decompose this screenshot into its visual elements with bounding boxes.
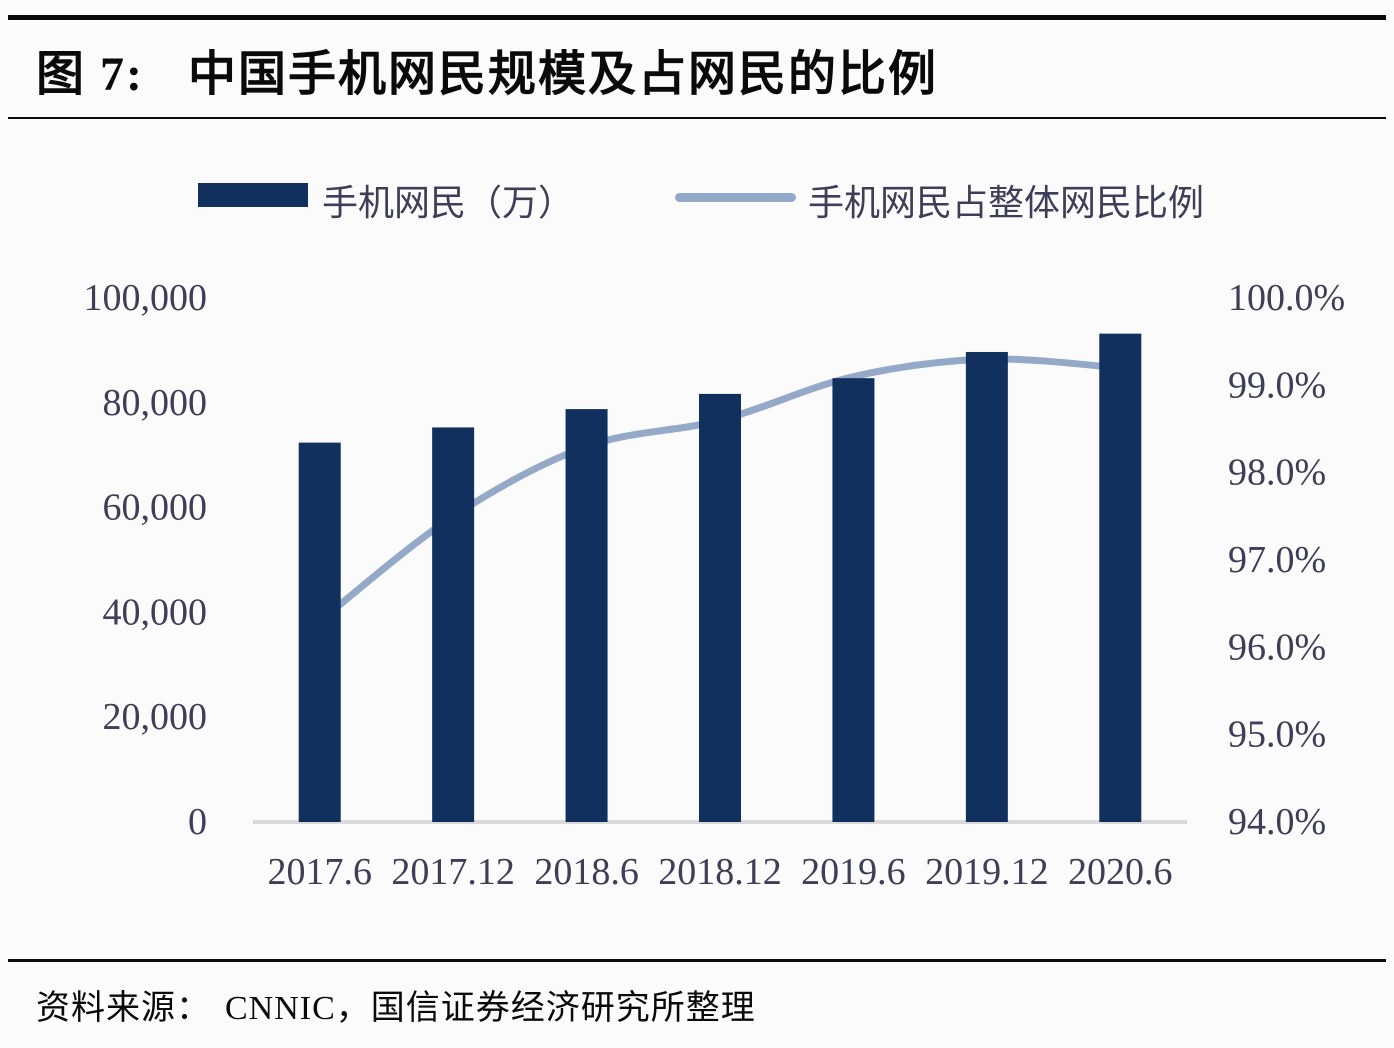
bar-2019.12 — [965, 351, 1008, 822]
legend-bar-swatch — [198, 183, 308, 207]
source-divider-rule — [8, 959, 1386, 962]
source-line: 资料来源： CNNIC，国信证券经济研究所整理 — [36, 980, 756, 1029]
bar-2017.6 — [298, 442, 341, 822]
legend-line-swatch — [675, 193, 796, 202]
right-axis-tick: 97.0% — [1228, 539, 1326, 581]
right-axis-tick: 98.0% — [1228, 452, 1326, 494]
bar-2019.6 — [832, 378, 875, 822]
x-axis-label: 2018.6 — [534, 851, 639, 893]
x-axis-label: 2020.6 — [1068, 851, 1173, 893]
left-axis-tick: 100,000 — [84, 277, 208, 319]
x-axis-label: 2019.6 — [801, 851, 906, 893]
left-axis-tick: 20,000 — [103, 696, 208, 738]
top-rule — [8, 15, 1386, 20]
left-axis-tick: 60,000 — [103, 487, 208, 529]
left-axis-tick: 40,000 — [103, 591, 208, 633]
bar-2020.6 — [1099, 333, 1142, 822]
right-axis-tick: 99.0% — [1228, 364, 1326, 406]
x-axis-label: 2019.12 — [925, 851, 1049, 893]
legend-bar-label: 手机网民（万） — [322, 183, 575, 223]
x-axis-label: 2017.12 — [391, 851, 515, 893]
left-axis-tick: 0 — [188, 801, 207, 843]
source-text: CNNIC，国信证券经济研究所整理 — [225, 990, 756, 1027]
right-axis-tick: 95.0% — [1228, 714, 1326, 756]
x-axis-label: 2018.12 — [658, 851, 782, 893]
x-axis-label: 2017.6 — [267, 851, 372, 893]
right-axis-tick: 100.0% — [1228, 277, 1345, 319]
bar-2018.6 — [565, 409, 608, 822]
left-axis-tick: 80,000 — [103, 382, 208, 424]
figure-number: 图 7: — [36, 48, 144, 101]
bar-2018.12 — [699, 393, 741, 822]
right-axis-tick: 96.0% — [1228, 626, 1326, 668]
right-axis-tick: 94.0% — [1228, 801, 1326, 843]
bar-2017.12 — [432, 427, 475, 822]
source-label: 资料来源： — [36, 990, 211, 1027]
page-title: 中国手机网民规模及占网民的比例 — [188, 48, 939, 101]
title-divider-rule — [8, 117, 1386, 119]
legend-line-label: 手机网民占整体网民比例 — [808, 183, 1205, 223]
figure-title: 图 7: 中国手机网民规模及占网民的比例 — [36, 34, 1356, 104]
